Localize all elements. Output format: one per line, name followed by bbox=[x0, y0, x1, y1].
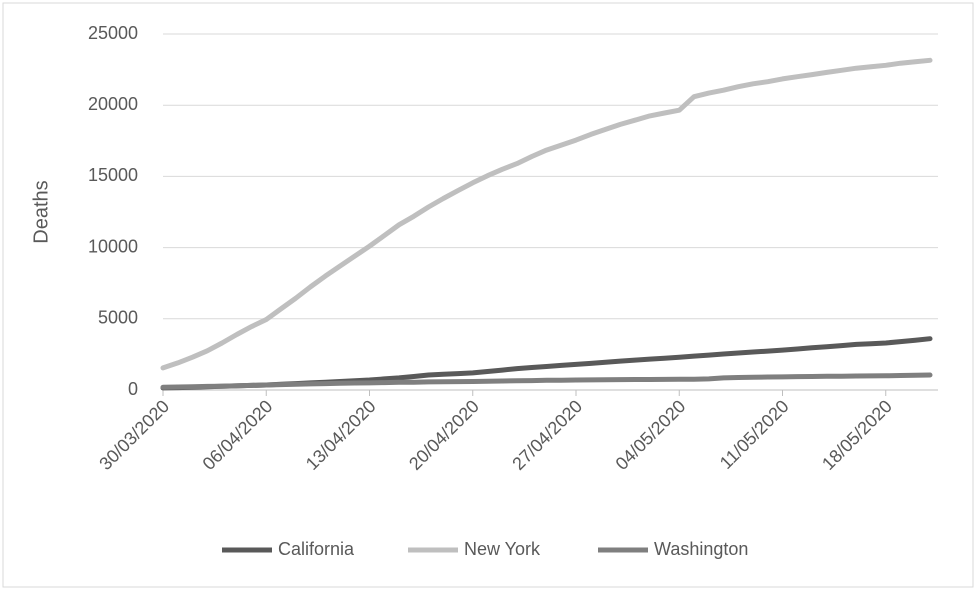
y-tick-label: 0 bbox=[128, 379, 138, 399]
legend-label: California bbox=[278, 539, 355, 559]
chart-border bbox=[2, 2, 974, 588]
y-tick-label: 20000 bbox=[88, 94, 138, 114]
series-line bbox=[160, 372, 933, 390]
y-tick-label: 10000 bbox=[88, 236, 138, 256]
y-tick-label: 15000 bbox=[88, 165, 138, 185]
y-tick-label: 25000 bbox=[88, 23, 138, 43]
legend-label: Washington bbox=[654, 539, 748, 559]
y-tick-label: 5000 bbox=[98, 308, 138, 328]
legend-label: New York bbox=[464, 539, 541, 559]
series-line bbox=[160, 57, 933, 371]
y-axis-label: Deaths bbox=[30, 180, 52, 243]
